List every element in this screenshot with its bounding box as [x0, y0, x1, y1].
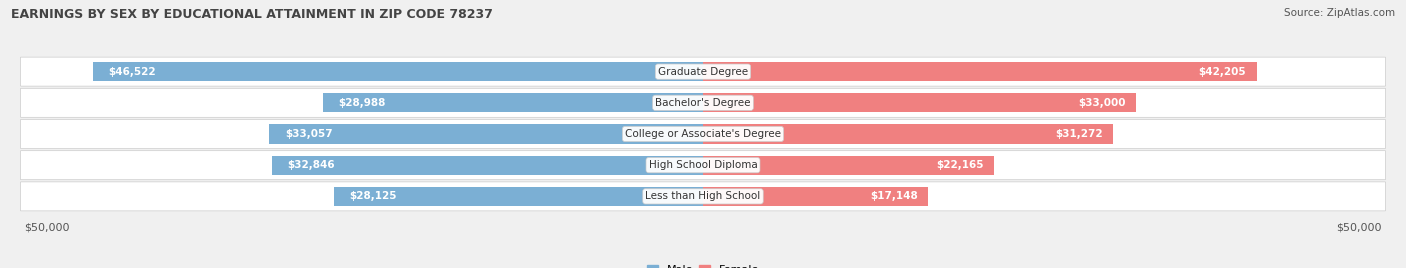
Text: Source: ZipAtlas.com: Source: ZipAtlas.com	[1284, 8, 1395, 18]
FancyBboxPatch shape	[21, 57, 1385, 86]
Text: $42,205: $42,205	[1199, 67, 1246, 77]
Text: $46,522: $46,522	[108, 67, 156, 77]
Bar	[703, 93, 1136, 113]
Text: Bachelor's Degree: Bachelor's Degree	[655, 98, 751, 108]
Bar	[703, 62, 1257, 81]
Bar	[93, 62, 703, 81]
Bar	[333, 187, 703, 206]
FancyBboxPatch shape	[21, 151, 1385, 180]
Bar	[271, 155, 703, 175]
FancyBboxPatch shape	[21, 120, 1385, 148]
Text: Graduate Degree: Graduate Degree	[658, 67, 748, 77]
Text: $33,000: $33,000	[1078, 98, 1126, 108]
Text: $33,057: $33,057	[285, 129, 333, 139]
Bar	[322, 93, 703, 113]
Legend: Male, Female: Male, Female	[643, 260, 763, 268]
Text: High School Diploma: High School Diploma	[648, 160, 758, 170]
Text: $17,148: $17,148	[870, 191, 918, 201]
FancyBboxPatch shape	[21, 182, 1385, 211]
Text: EARNINGS BY SEX BY EDUCATIONAL ATTAINMENT IN ZIP CODE 78237: EARNINGS BY SEX BY EDUCATIONAL ATTAINMEN…	[11, 8, 494, 21]
Text: College or Associate's Degree: College or Associate's Degree	[626, 129, 780, 139]
Text: $22,165: $22,165	[936, 160, 983, 170]
Bar	[269, 124, 703, 144]
Bar	[703, 187, 928, 206]
Text: $28,125: $28,125	[350, 191, 396, 201]
FancyBboxPatch shape	[21, 88, 1385, 117]
Bar	[703, 155, 994, 175]
Text: $32,846: $32,846	[288, 160, 336, 170]
Text: Less than High School: Less than High School	[645, 191, 761, 201]
Text: $28,988: $28,988	[339, 98, 385, 108]
Bar	[703, 124, 1114, 144]
Text: $31,272: $31,272	[1056, 129, 1102, 139]
